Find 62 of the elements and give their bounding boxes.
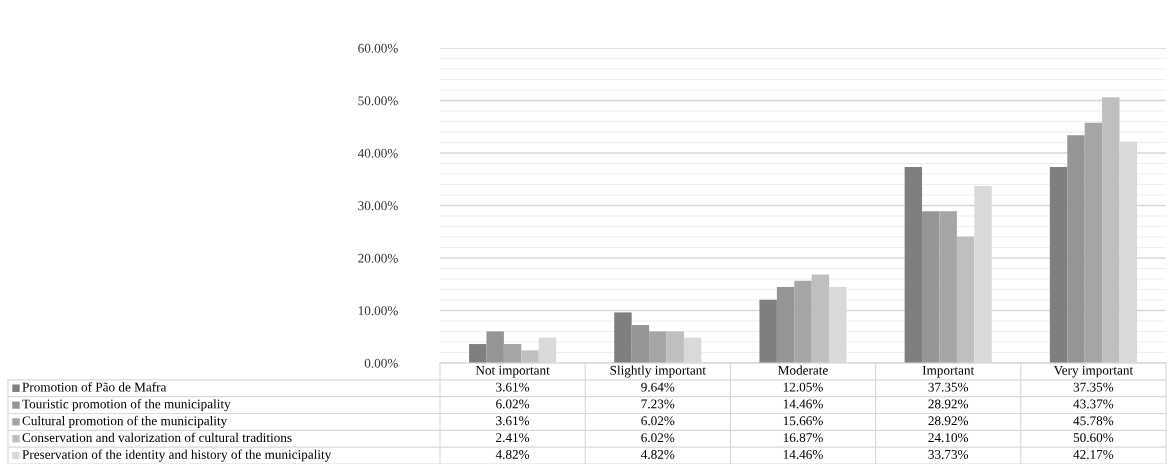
y-tick-label: 0.00% bbox=[364, 358, 398, 368]
data-label: 37.35% bbox=[1073, 382, 1114, 392]
bar bbox=[776, 287, 795, 363]
y-tick-label: 10.00% bbox=[358, 306, 398, 316]
data-label: 7.23% bbox=[641, 399, 675, 409]
data-label: 2.41% bbox=[496, 433, 530, 443]
data-label: 15.66% bbox=[783, 416, 823, 426]
data-label: 28.92% bbox=[928, 416, 969, 426]
data-label: 24.10% bbox=[928, 433, 969, 443]
bar bbox=[922, 211, 940, 363]
bar bbox=[631, 325, 650, 363]
bar bbox=[939, 211, 957, 363]
data-label: 3.61% bbox=[496, 382, 530, 392]
bar bbox=[486, 331, 504, 363]
data-label: 6.02% bbox=[641, 433, 675, 443]
bar bbox=[1049, 166, 1068, 363]
y-tick-label: 20.00% bbox=[358, 253, 398, 263]
bar bbox=[649, 331, 667, 363]
bar bbox=[811, 274, 830, 363]
x-tick-label: Not important bbox=[475, 365, 550, 378]
legend-label: Touristic promotion of the municipality bbox=[22, 399, 231, 412]
bar bbox=[666, 331, 684, 363]
bar bbox=[904, 166, 923, 363]
x-tick-label: Moderate bbox=[778, 365, 828, 375]
y-tick-label: 40.00% bbox=[357, 148, 398, 158]
legend-label: Cultural promotion of the municipality bbox=[22, 415, 228, 428]
bar bbox=[1102, 97, 1120, 363]
data-label: 14.46% bbox=[783, 399, 823, 409]
data-label: 37.35% bbox=[928, 382, 969, 392]
x-tick-label: Slightly important bbox=[610, 365, 706, 378]
y-tick-label: 30.00% bbox=[358, 201, 398, 211]
data-label: 6.02% bbox=[641, 416, 675, 426]
data-label: 28.92% bbox=[928, 399, 969, 409]
bar bbox=[794, 280, 812, 363]
legend-label: Promotion of Pão de Mafra bbox=[22, 382, 167, 392]
y-tick-label: 60.00% bbox=[358, 43, 398, 53]
x-tick-label: Important bbox=[922, 365, 975, 378]
bar bbox=[503, 344, 522, 363]
x-tick-label: Very important bbox=[1053, 365, 1134, 378]
data-label: 6.02% bbox=[496, 399, 530, 409]
data-label: 42.17% bbox=[1073, 449, 1114, 459]
data-label: 16.87% bbox=[783, 433, 823, 443]
data-label: 4.82% bbox=[641, 449, 675, 459]
data-label: 3.61% bbox=[496, 416, 530, 426]
data-label: 14.46% bbox=[783, 449, 823, 459]
legend-label: Conservation and valorization of cultural traditions bbox=[22, 432, 292, 443]
data-label: 50.60% bbox=[1073, 433, 1114, 443]
y-tick-label: 50.00% bbox=[358, 96, 398, 106]
data-label: 12.05% bbox=[783, 382, 823, 392]
data-label: 45.78% bbox=[1073, 416, 1114, 426]
data-label: 9.64% bbox=[641, 382, 675, 392]
bar bbox=[521, 350, 539, 363]
bar bbox=[614, 312, 632, 363]
bar bbox=[759, 299, 777, 363]
data-label: 4.82% bbox=[495, 449, 530, 459]
bar bbox=[1084, 122, 1103, 363]
data-label: 43.37% bbox=[1073, 399, 1114, 409]
data-label: 33.73% bbox=[928, 449, 969, 459]
bar bbox=[956, 236, 975, 363]
bar bbox=[469, 344, 487, 363]
bar bbox=[1067, 135, 1085, 363]
legend-label: Preservation of the identity and history of the municipality bbox=[22, 449, 332, 462]
